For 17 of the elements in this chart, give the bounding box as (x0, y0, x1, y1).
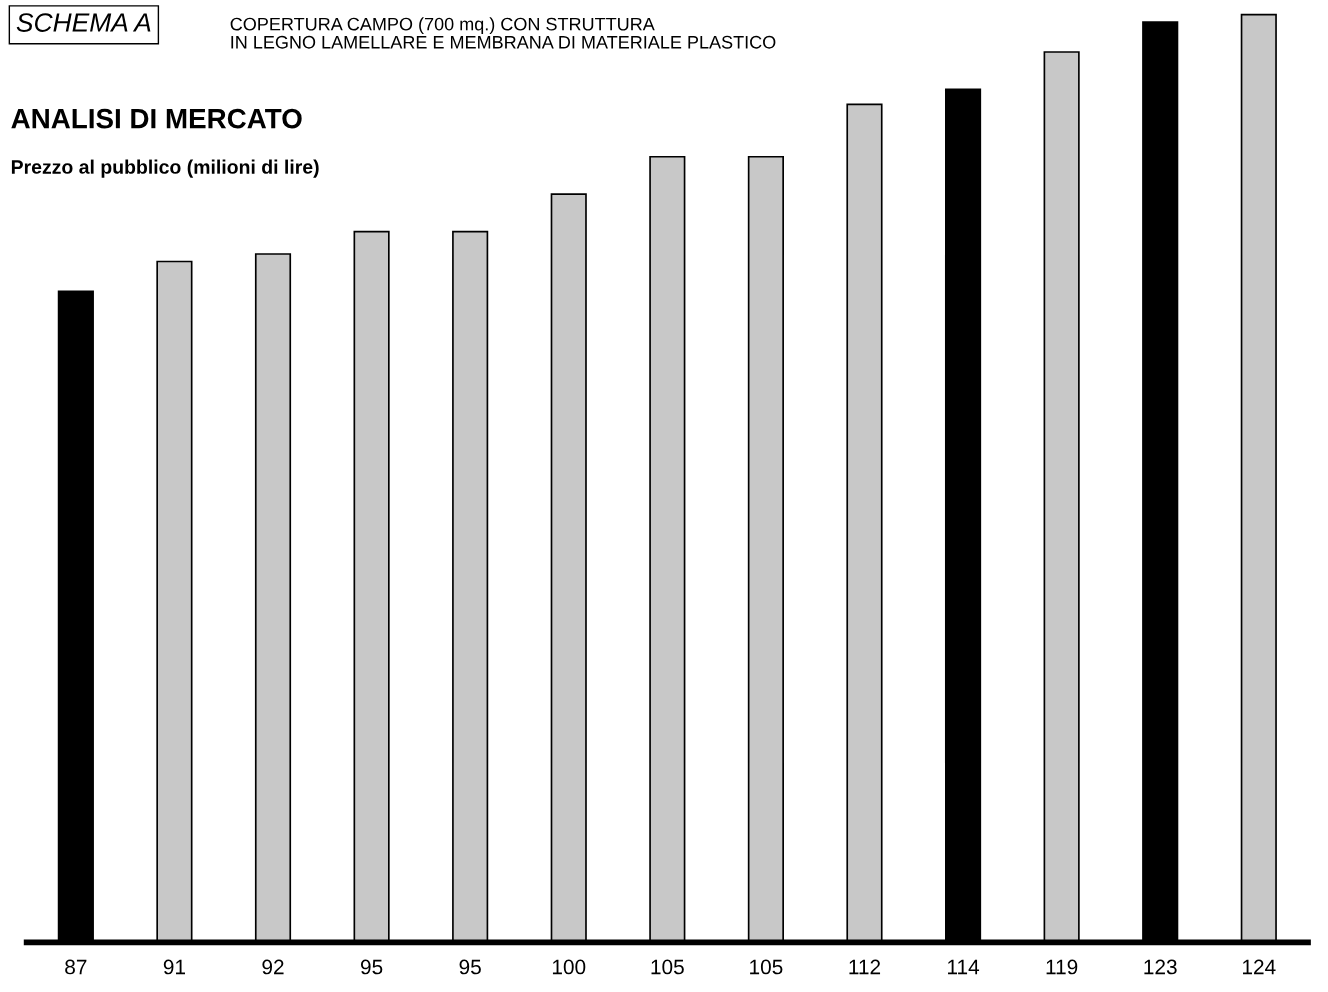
data-label: 123 (1144, 959, 1177, 975)
data-label: 124 (1243, 959, 1276, 975)
data-label: 87 (65, 959, 87, 975)
data-label: 112 (849, 959, 881, 975)
data-label: 114 (948, 959, 980, 975)
data-label: 92 (262, 959, 284, 975)
text: ANALISI DI MERCATO (11, 108, 302, 129)
data-label: 95 (360, 959, 383, 975)
annotation: SCHEMA A (16, 13, 151, 32)
data-label: 91 (163, 959, 185, 975)
text: Prezzo al pubblico (milioni di lire) (11, 159, 319, 178)
data-label: 105 (750, 959, 783, 975)
data-label: 119 (1046, 959, 1078, 975)
annotation: COPERTURA CAMPO (700 mq.) CON STRUTTURA IN LEGNO LAMELLARE E MEMBRANA DI MATERIALE PLASTICO (230, 17, 776, 49)
data-label: 100 (552, 959, 586, 975)
data-label: 105 (651, 959, 684, 975)
data-label: 95 (459, 959, 481, 975)
